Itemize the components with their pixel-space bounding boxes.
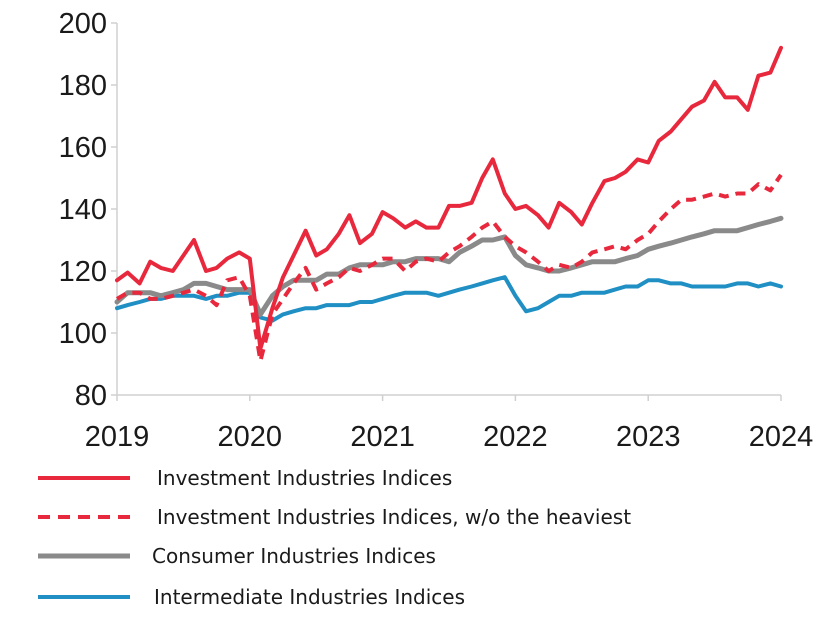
y-tick-label: 120 — [59, 256, 107, 288]
legend-swatch-investment — [38, 476, 130, 480]
x-axis: 2019 2020 2021 2022 2023 2024 — [85, 394, 814, 453]
series-line-0 — [115, 45, 783, 351]
x-tick-label: 2024 — [749, 421, 814, 453]
line-chart: 80 100 120 140 160 180 200 2019 2020 2021 2022 202… — [59, 8, 814, 453]
legend-swatch-consumer — [38, 553, 130, 559]
legend-label-investment-wo-heaviest: Investment Industries Indices, w/o the h… — [157, 505, 632, 529]
x-tick-label: 2021 — [350, 421, 415, 453]
series-line-2 — [114, 215, 784, 317]
series-line-3 — [115, 275, 783, 323]
x-tick-label: 2022 — [483, 421, 548, 453]
legend-item-intermediate: Intermediate Industries Indices — [0, 582, 839, 612]
legend-label-intermediate: Intermediate Industries Indices — [154, 585, 466, 609]
series-lines — [114, 45, 784, 363]
legend-item-consumer: Consumer Industries Indices — [0, 541, 839, 571]
legend-swatch-intermediate — [38, 595, 130, 599]
legend-item-investment: Investment Industries Indices — [0, 463, 839, 493]
y-tick-label: 160 — [59, 132, 107, 164]
x-tick-label: 2019 — [85, 421, 150, 453]
y-tick-label: 100 — [59, 318, 107, 350]
legend-item-investment-wo-heaviest: Investment Industries Indices, w/o the h… — [0, 502, 839, 532]
legend-label-investment: Investment Industries Indices — [157, 466, 453, 490]
legend-swatch-investment-wo-heaviest — [38, 515, 130, 519]
y-tick-label: 80 — [75, 380, 107, 412]
y-axis: 80 100 120 140 160 180 200 — [59, 8, 118, 412]
x-tick-label: 2020 — [218, 421, 283, 453]
y-tick-label: 200 — [59, 8, 107, 40]
series-line-1 — [115, 173, 783, 363]
x-tick-label: 2023 — [616, 421, 681, 453]
y-tick-label: 140 — [59, 194, 107, 226]
legend-label-consumer: Consumer Industries Indices — [152, 544, 436, 568]
y-tick-label: 180 — [59, 70, 107, 102]
